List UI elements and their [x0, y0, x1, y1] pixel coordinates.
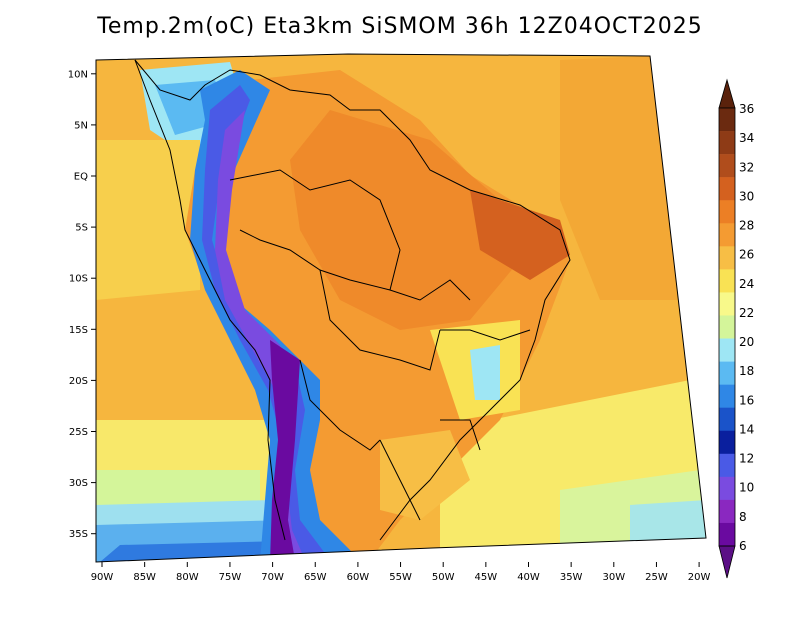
colorbar-label: 16: [739, 393, 754, 407]
colorbar-label: 22: [739, 306, 754, 320]
colorbar-segment: [719, 177, 735, 201]
lat-tick-label: 5N: [74, 120, 88, 131]
latitude-axis: 10N 5N EQ 5S 10S 15S 20S 25S 30S 35S: [68, 69, 96, 540]
colorbar-segment: [719, 384, 735, 408]
temperature-field: [96, 54, 706, 562]
colorbar-segment: [719, 315, 735, 339]
colorbar-segment: [719, 292, 735, 316]
colorbar-segment: [719, 338, 735, 362]
colorbar-label: 8: [739, 510, 747, 524]
lon-tick-label: 60W: [347, 572, 370, 583]
colorbar-bottom-triangle: [718, 545, 736, 579]
colorbar-label: 14: [739, 422, 754, 436]
lat-tick-label: 30S: [69, 478, 88, 489]
colorbar-label: 10: [739, 481, 754, 495]
lon-tick-label: 90W: [91, 572, 114, 583]
lon-tick-label: 85W: [133, 572, 156, 583]
lat-tick-label: 35S: [69, 529, 88, 540]
lat-tick-label: 5S: [75, 223, 88, 234]
colorbar-label: 6: [739, 539, 747, 553]
lon-tick-label: 75W: [219, 572, 242, 583]
colorbar-segment: [719, 476, 735, 501]
colorbar-segment: [719, 453, 735, 478]
colorbar-segment: [719, 522, 735, 547]
lon-tick-label: 35W: [560, 572, 583, 583]
colorbar-segment: [719, 246, 735, 270]
colorbar-segment: [719, 269, 735, 293]
colorbar-top-triangle: [718, 78, 736, 109]
colorbar-label: 34: [739, 131, 754, 145]
lon-tick-label: 50W: [432, 572, 455, 583]
lon-tick-label: 55W: [389, 572, 412, 583]
colorbar-segment: [719, 131, 735, 155]
colorbar-segment: [719, 407, 735, 432]
lat-tick-label: EQ: [74, 172, 88, 183]
colorbar-label: 26: [739, 248, 754, 262]
lat-tick-label: 10S: [69, 274, 88, 285]
colorbar-segment: [719, 430, 735, 455]
colorbar-label: 24: [739, 277, 754, 291]
lat-tick-label: 25S: [69, 427, 88, 438]
colorbar-frame: [718, 107, 736, 547]
map-domain-border: [95, 53, 707, 563]
country-borders: [134, 59, 571, 541]
colorbar-label: 12: [739, 452, 754, 466]
colorbar-segment: [719, 223, 735, 247]
map-title: Temp.2m(oC) Eta3km SiSMOM 36h 12Z04OCT20…: [97, 14, 703, 39]
colorbar-label: 32: [739, 160, 754, 174]
colorbar-segment: [719, 361, 735, 385]
colorbar-label: 28: [739, 219, 754, 233]
lon-tick-label: 80W: [176, 572, 199, 583]
lon-tick-label: 30W: [602, 572, 625, 583]
colorbar-label: 36: [739, 102, 754, 116]
lat-tick-label: 15S: [69, 325, 88, 336]
lat-tick-label: 10N: [68, 69, 88, 80]
colorbar-label: 20: [739, 335, 754, 349]
colorbar-label: 18: [739, 364, 754, 378]
lat-tick-label: 20S: [69, 376, 88, 387]
colorbar-segment: [719, 499, 735, 524]
longitude-axis: 90W 85W 80W 75W 70W 65W 60W 55W 50W 45W 40W 35W 30W 2…: [91, 562, 711, 583]
lon-tick-label: 25W: [645, 572, 668, 583]
colorbar-segment: [719, 200, 735, 224]
colorbar-segment: [719, 154, 735, 178]
colorbar: 36 34 32 30 28 26 24 22 20 18 16 14 12 10 8 6: [718, 78, 754, 579]
lon-tick-label: 70W: [261, 572, 284, 583]
lon-tick-label: 45W: [475, 572, 498, 583]
colorbar-label: 30: [739, 189, 754, 203]
lon-tick-label: 40W: [517, 572, 540, 583]
lon-tick-label: 65W: [304, 572, 327, 583]
lon-tick-label: 20W: [688, 572, 711, 583]
colorbar-segment: [719, 108, 735, 132]
